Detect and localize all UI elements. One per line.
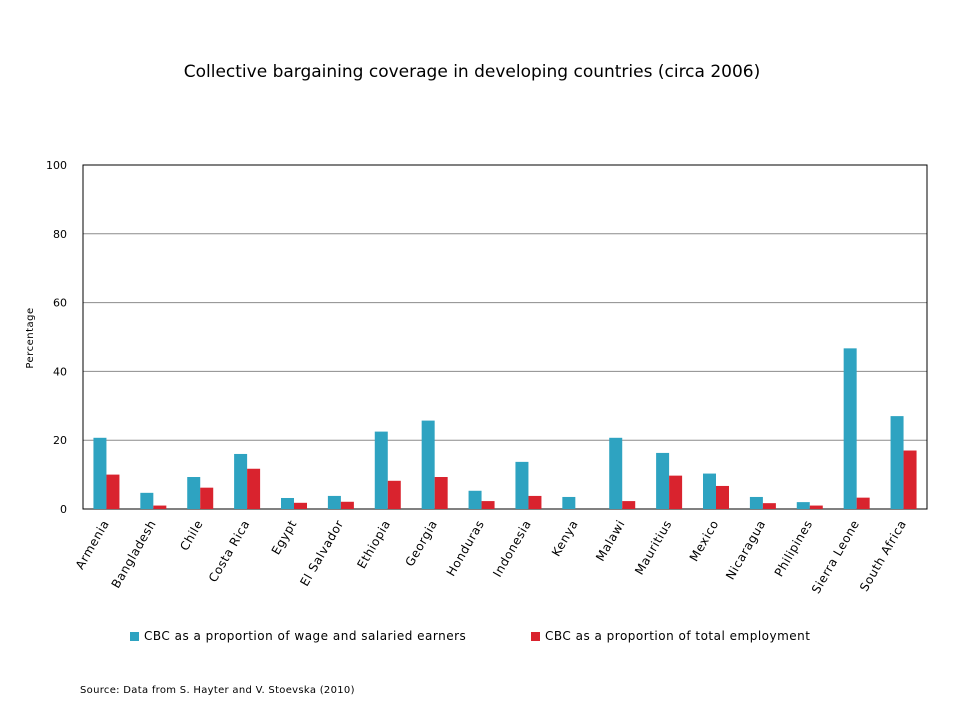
- bars: [93, 348, 917, 509]
- bar-wage-earners: [374, 431, 388, 509]
- x-tick-label: Indonesia: [490, 518, 534, 580]
- bar-total-employment: [622, 501, 636, 509]
- x-tick-label: Sierra Leone: [809, 518, 862, 596]
- bar-wage-earners: [187, 477, 201, 509]
- bar-total-employment: [903, 450, 917, 509]
- bar-wage-earners: [656, 452, 670, 509]
- y-tick-label: 100: [46, 159, 67, 172]
- bar-wage-earners: [703, 473, 716, 509]
- bar-wage-earners: [234, 453, 248, 509]
- y-tick-label: 80: [53, 228, 67, 241]
- y-tick-label: 0: [60, 503, 67, 516]
- x-tick-label: Nicaragua: [723, 518, 768, 583]
- y-axis-ticks: 0 20 40 60 80 100: [46, 159, 67, 516]
- plot-frame: [82, 164, 928, 510]
- bar-total-employment: [434, 477, 448, 509]
- bar-wage-earners: [421, 420, 435, 509]
- bar-wage-earners: [562, 496, 576, 509]
- y-tick-label: 40: [53, 365, 67, 378]
- legend-item-total-employment: CBC as a proportion of total employment: [531, 629, 811, 643]
- y-tick-label: 20: [53, 434, 67, 447]
- source-note: Source: Data from S. Hayter and V. Stoev…: [80, 685, 355, 696]
- legend-swatch-total-employment: [531, 631, 540, 641]
- legend-swatch-wage-earners: [130, 631, 139, 641]
- bar-wage-earners: [515, 461, 529, 509]
- bar-total-employment: [669, 475, 683, 509]
- x-tick-label: Mauritius: [632, 518, 675, 578]
- x-tick-label: Ethiopia: [354, 518, 393, 571]
- bar-wage-earners: [890, 416, 904, 509]
- x-tick-label: Malawi: [593, 518, 628, 564]
- bar-wage-earners: [327, 495, 341, 509]
- bar-wage-earners: [93, 437, 107, 509]
- bar-total-employment: [387, 480, 401, 509]
- bar-total-employment: [856, 497, 870, 509]
- chart-title: Collective bargaining coverage in develo…: [183, 62, 761, 82]
- bar-total-employment: [528, 495, 542, 509]
- x-tick-label: Philipines: [772, 518, 816, 580]
- bar-wage-earners: [796, 502, 810, 509]
- legend-label-wage-earners: CBC as a proportion of wage and salaried…: [144, 629, 467, 643]
- x-tick-label: Chile: [177, 518, 206, 554]
- x-tick-label: Bangladesh: [109, 518, 159, 591]
- bar-total-employment: [153, 505, 167, 509]
- x-tick-label: Mexico: [687, 518, 722, 564]
- bar-wage-earners: [843, 348, 857, 509]
- y-tick-label: 60: [53, 297, 67, 310]
- bar-total-employment: [200, 487, 214, 509]
- legend-item-wage-earners: CBC as a proportion of wage and salaried…: [130, 629, 466, 643]
- x-tick-label: Kenya: [549, 518, 581, 559]
- bar-total-employment: [809, 505, 823, 509]
- bar-total-employment: [481, 501, 495, 509]
- bar-total-employment: [294, 502, 307, 509]
- x-tick-label: Costa Rica: [206, 518, 253, 585]
- bar-wage-earners: [749, 496, 763, 509]
- bar-wage-earners: [609, 437, 623, 509]
- bar-total-employment: [340, 501, 354, 509]
- x-tick-label: Armenia: [73, 518, 112, 572]
- bar-wage-earners: [468, 490, 482, 509]
- bar-wage-earners: [281, 497, 294, 509]
- bar-total-employment: [762, 503, 776, 509]
- x-tick-label: Egypt: [269, 518, 300, 558]
- x-tick-label: Georgia: [403, 518, 441, 569]
- bar-total-employment: [247, 468, 261, 509]
- x-tick-label: Honduras: [444, 518, 487, 579]
- y-axis-label: Percentage: [25, 307, 36, 368]
- x-tick-label: El Salvador: [297, 518, 346, 589]
- legend-label-total-employment: CBC as a proportion of total employment: [545, 629, 811, 643]
- bar-total-employment: [716, 485, 729, 509]
- gridlines: [83, 164, 927, 510]
- bar-total-employment: [106, 474, 120, 509]
- bar-wage-earners: [140, 492, 154, 509]
- x-tick-label: South Africa: [857, 518, 909, 594]
